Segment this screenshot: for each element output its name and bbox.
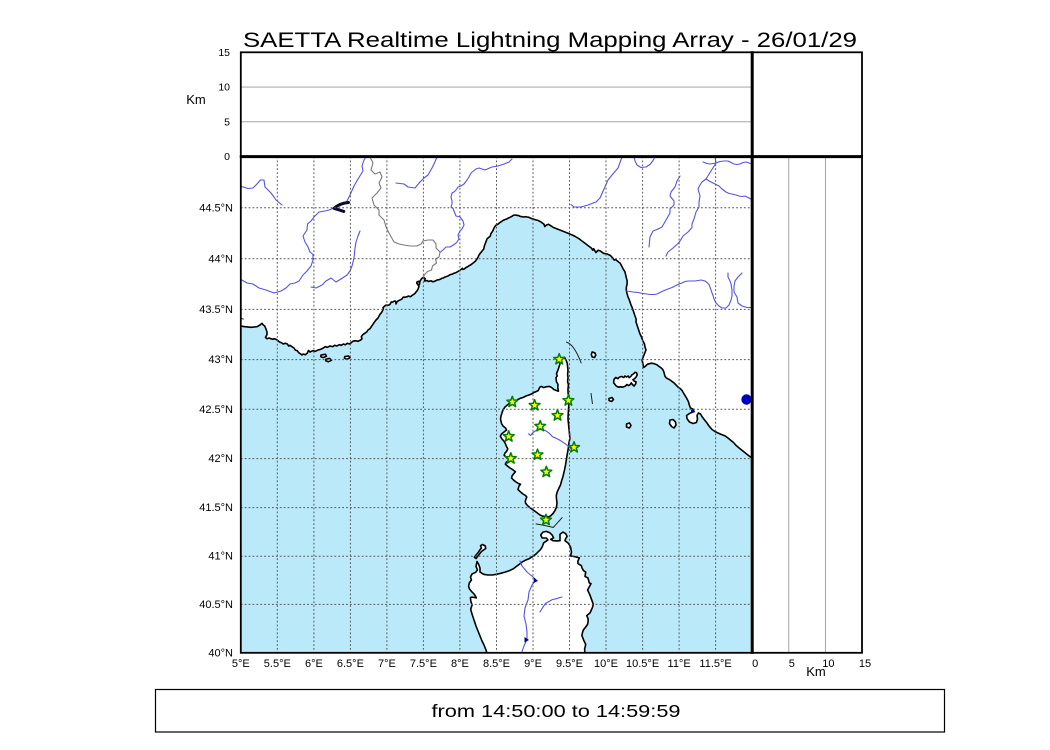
svg-text:11°E: 11°E: [668, 658, 691, 670]
svg-text:15: 15: [218, 47, 230, 59]
svg-text:9°E: 9°E: [524, 658, 542, 670]
svg-text:7.5°E: 7.5°E: [410, 658, 437, 670]
svg-text:5°E: 5°E: [232, 658, 250, 670]
svg-text:from 14:50:00 to 14:59:59: from 14:50:00 to 14:59:59: [432, 701, 681, 721]
svg-text:6.5°E: 6.5°E: [337, 658, 364, 670]
svg-text:10: 10: [822, 658, 834, 670]
svg-text:43°N: 43°N: [208, 354, 233, 366]
svg-text:40°N: 40°N: [208, 647, 233, 659]
svg-text:41.5°N: 41.5°N: [199, 502, 233, 514]
svg-text:9.5°E: 9.5°E: [556, 658, 583, 670]
svg-text:6°E: 6°E: [305, 658, 323, 670]
svg-text:0: 0: [224, 151, 230, 163]
svg-text:5.5°E: 5.5°E: [264, 658, 291, 670]
svg-text:5: 5: [789, 658, 795, 670]
svg-text:15: 15: [859, 658, 871, 670]
svg-text:10°E: 10°E: [594, 658, 618, 670]
svg-text:11.5°E: 11.5°E: [699, 658, 731, 670]
svg-text:7°E: 7°E: [378, 658, 396, 670]
svg-text:8.5°E: 8.5°E: [483, 658, 510, 670]
svg-text:44.5°N: 44.5°N: [199, 202, 233, 214]
svg-text:43.5°N: 43.5°N: [199, 304, 233, 316]
svg-text:41°N: 41°N: [208, 551, 233, 563]
svg-text:42°N: 42°N: [208, 453, 233, 465]
svg-text:Km: Km: [806, 664, 826, 679]
svg-text:10: 10: [218, 82, 230, 94]
svg-text:10.5°E: 10.5°E: [626, 658, 659, 670]
svg-text:0: 0: [752, 658, 758, 670]
svg-text:Km: Km: [186, 92, 206, 107]
svg-text:8°E: 8°E: [451, 658, 469, 670]
svg-text:40.5°N: 40.5°N: [199, 599, 233, 611]
svg-text:42.5°N: 42.5°N: [199, 404, 233, 416]
svg-text:5: 5: [224, 116, 230, 128]
svg-text:44°N: 44°N: [208, 253, 233, 265]
svg-text:SAETTA Realtime Lightning Mapp: SAETTA Realtime Lightning Mapping Array …: [243, 29, 857, 52]
